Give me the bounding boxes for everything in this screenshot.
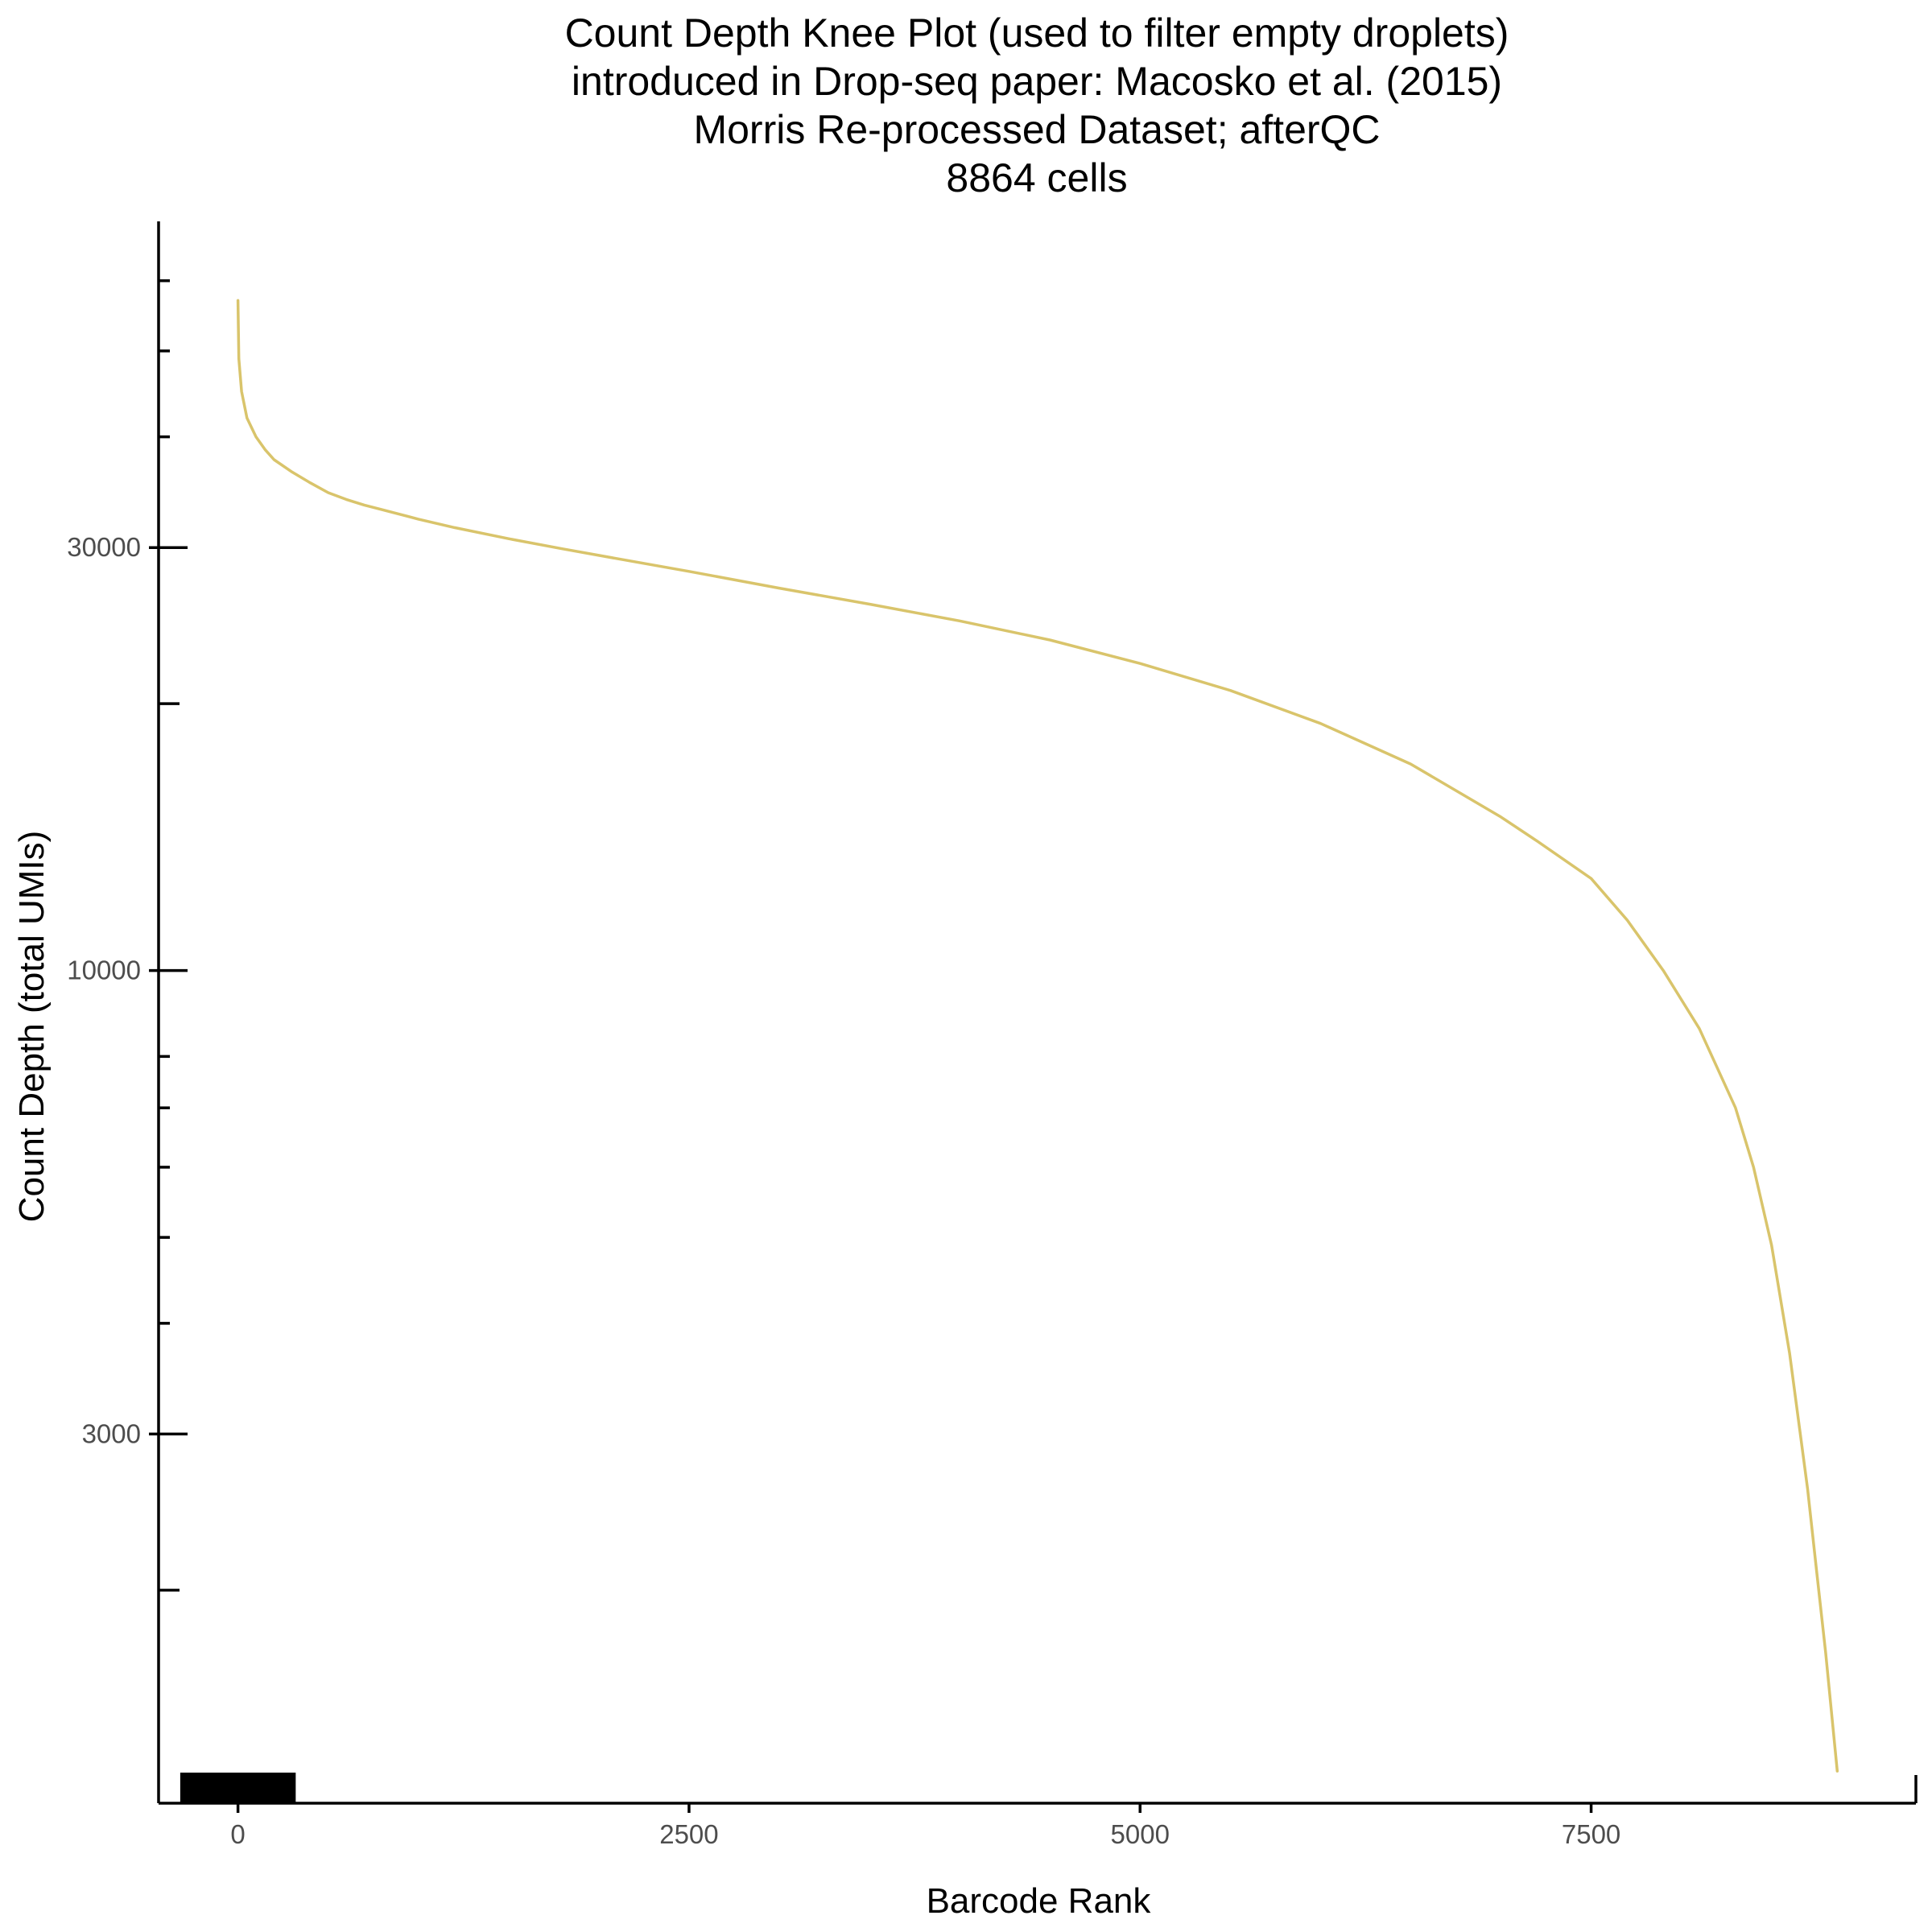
y-axis-title: Count Depth (total UMIs) <box>12 831 52 1223</box>
x-tick-label: 7500 <box>1562 1819 1620 1849</box>
title-line-3: Morris Re-processed Dataset; afterQC <box>693 107 1380 152</box>
y-tick-label: 10000 <box>67 956 141 985</box>
y-tick-label: 3000 <box>82 1418 141 1448</box>
y-axis: 3000 10000 30000 <box>67 221 188 1803</box>
knee-curve <box>236 299 1839 1773</box>
y-tick-label: 30000 <box>67 532 141 562</box>
title-line-2: introduced in Drop-seq paper: Macosko et… <box>572 59 1502 104</box>
x-tick-label: 5000 <box>1111 1819 1170 1849</box>
x-tick-label: 2500 <box>659 1819 718 1849</box>
x-axis: 0 2500 5000 7500 <box>159 1775 1918 1849</box>
rug-marks <box>180 1773 296 1803</box>
plot-marks <box>180 299 1839 1803</box>
title-line-1: Count Depth Knee Plot (used to filter em… <box>565 10 1509 56</box>
title-line-4: 8864 cells <box>946 155 1127 200</box>
x-axis-title: Barcode Rank <box>927 1881 1152 1921</box>
chart-title: Count Depth Knee Plot (used to filter em… <box>565 10 1509 200</box>
x-tick-label: 0 <box>230 1819 245 1849</box>
